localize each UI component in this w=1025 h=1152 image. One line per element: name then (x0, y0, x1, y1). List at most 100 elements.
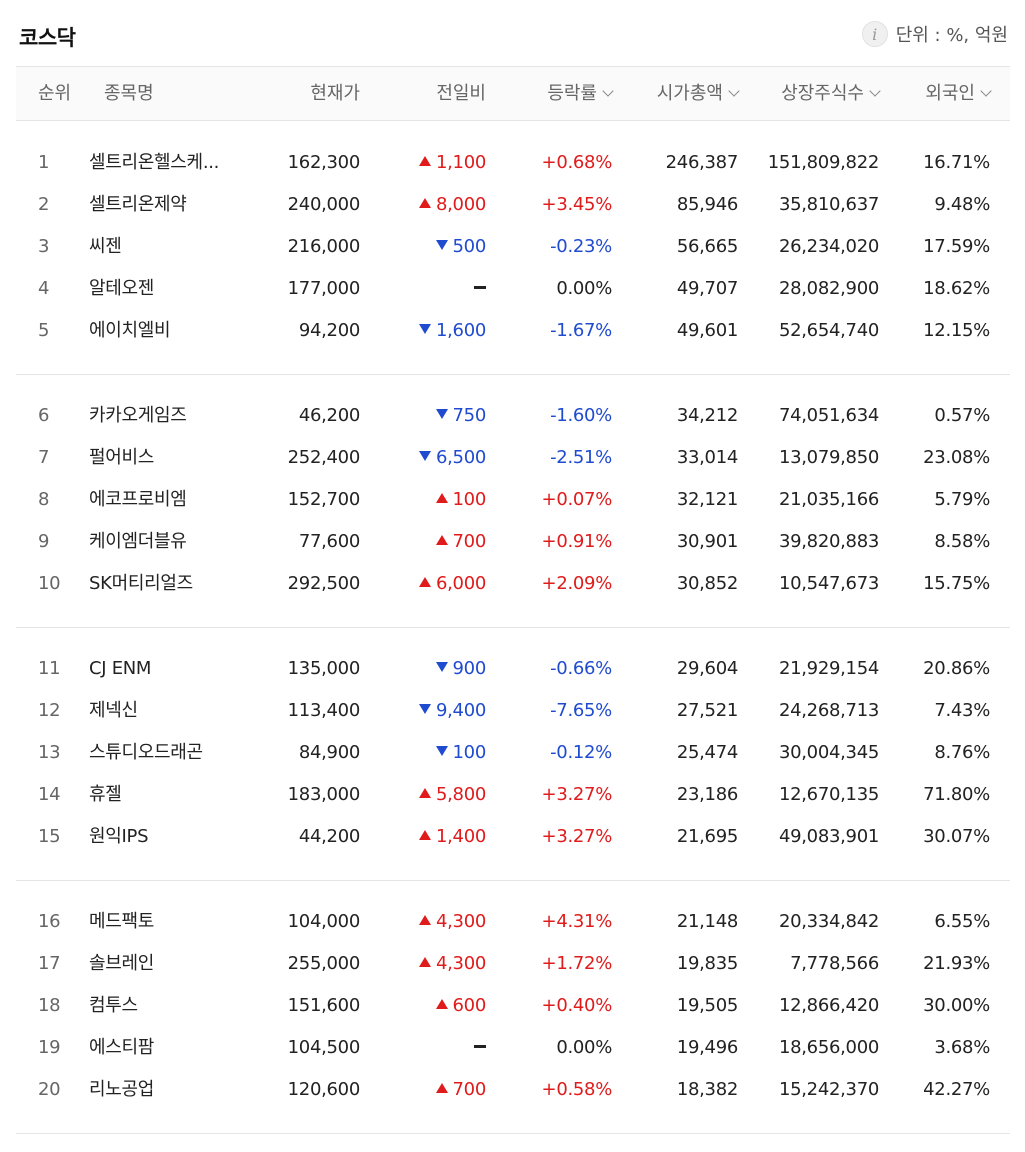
table-row[interactable]: 4 알테오젠 177,000 0.00% 49,707 28,082,900 18.62% (16, 268, 1010, 310)
stock-name-link[interactable]: 카카오게임즈 (89, 405, 187, 426)
table-row[interactable]: 14 휴젤 183,000 5,800 +3.27% 23,186 12,670,135 71… (16, 774, 1010, 816)
listed-shares-cell: 20,334,842 (778, 911, 879, 932)
foreign-ratio-cell: 9.48% (934, 194, 990, 215)
change-rate-cell: +0.40% (541, 995, 613, 1016)
foreign-ratio-cell: 12.15% (923, 320, 990, 341)
stock-name-link[interactable]: 제넥신 (89, 700, 138, 721)
foreign-ratio-cell: 0.57% (934, 405, 990, 426)
price-cell: 84,900 (298, 742, 360, 763)
chevron-down-icon (869, 85, 881, 97)
stock-name-link[interactable]: 에스티팜 (89, 1037, 155, 1058)
stock-name-link[interactable]: 셀트리온제약 (89, 194, 187, 215)
stock-name-link[interactable]: 메드팩토 (89, 911, 155, 932)
table-row[interactable]: 6 카카오게임즈 46,200 750 -1.60% 34,212 74,051,634 0.… (16, 395, 1010, 437)
foreign-ratio-cell: 30.07% (923, 826, 990, 847)
market-cap-cell: 30,901 (676, 531, 738, 552)
market-cap-cell: 18,382 (676, 1079, 738, 1100)
price-cell: 152,700 (287, 489, 361, 510)
change-rate-cell: 0.00% (556, 1037, 612, 1058)
change-rate-cell: +3.27% (541, 826, 613, 847)
rank-cell: 9 (38, 531, 50, 552)
stock-name-link[interactable]: 에이치엘비 (89, 320, 171, 341)
change-rate-cell: +3.45% (541, 194, 613, 215)
listed-shares-cell: 28,082,900 (778, 278, 879, 299)
market-cap-cell: 25,474 (676, 742, 738, 763)
col-header-name: 종목명 (104, 83, 154, 104)
foreign-ratio-cell: 6.55% (934, 911, 990, 932)
price-cell: 255,000 (287, 953, 361, 974)
listed-shares-cell: 7,778,566 (790, 953, 879, 974)
change-cell: 9,400 (418, 690, 486, 732)
table-row[interactable]: 9 케이엠더블유 77,600 700 +0.91% 30,901 39,820,883 8.… (16, 521, 1010, 563)
change-rate-cell: -7.65% (550, 700, 612, 721)
market-cap-cell: 19,505 (676, 995, 738, 1016)
chevron-down-icon (728, 85, 740, 97)
stock-name-link[interactable]: 컴투스 (89, 995, 138, 1016)
stock-name-link[interactable]: 리노공업 (89, 1079, 155, 1100)
info-icon[interactable]: i (861, 21, 888, 47)
group-divider (16, 627, 1010, 628)
listed-shares-cell: 13,079,850 (778, 447, 879, 468)
change-rate-cell: -0.12% (550, 742, 612, 763)
stock-name-link[interactable]: CJ ENM (89, 658, 152, 679)
stock-name-link[interactable]: 케이엠더블유 (89, 531, 187, 552)
table-row[interactable]: 20 리노공업 120,600 700 +0.58% 18,382 15,242,370 42… (16, 1069, 1010, 1111)
table-row[interactable]: 3 씨젠 216,000 500 -0.23% 56,665 26,234,020 17.59… (16, 226, 1010, 268)
market-cap-cell: 85,946 (676, 194, 738, 215)
stock-name-link[interactable]: 원익IPS (89, 826, 149, 847)
foreign-ratio-cell: 71.80% (923, 784, 990, 805)
stock-name-link[interactable]: 휴젤 (89, 784, 122, 805)
up-arrow-icon (435, 493, 448, 503)
table-row[interactable]: 17 솔브레인 255,000 4,300 +1.72% 19,835 7,778,566 2… (16, 943, 1010, 985)
rank-cell: 3 (38, 236, 50, 257)
table-row[interactable]: 5 에이치엘비 94,200 1,600 -1.67% 49,601 52,654,740 1… (16, 310, 1010, 352)
table-row[interactable]: 18 컴투스 151,600 600 +0.40% 19,505 12,866,420 30.… (16, 985, 1010, 1027)
listed-shares-cell: 151,809,822 (767, 152, 880, 173)
change-cell: 6,000 (418, 563, 486, 605)
rank-cell: 15 (38, 826, 61, 847)
col-header-cap-sort[interactable]: 시가총액 (657, 67, 740, 120)
change-cell: 100 (435, 479, 486, 521)
col-header-shares-sort[interactable]: 상장주식수 (781, 67, 881, 120)
rank-cell: 5 (38, 320, 50, 341)
change-rate-cell: +0.68% (541, 152, 613, 173)
table-row[interactable]: 12 제넥신 113,400 9,400 -7.65% 27,521 24,268,713 7… (16, 690, 1010, 732)
stock-name-link[interactable]: 셀트리온헬스케... (89, 152, 220, 173)
col-header-rate-sort[interactable]: 등락률 (547, 67, 614, 120)
table-row[interactable]: 16 메드팩토 104,000 4,300 +4.31% 21,148 20,334,842… (16, 901, 1010, 943)
foreign-ratio-cell: 16.71% (923, 152, 990, 173)
table-row[interactable]: 1 셀트리온헬스케... 162,300 1,100 +0.68% 246,387 151,… (16, 142, 1010, 184)
listed-shares-cell: 26,234,020 (778, 236, 879, 257)
stock-name-link[interactable]: 알테오젠 (89, 278, 155, 299)
panel-title: 코스닥 (19, 26, 76, 50)
stock-name-link[interactable]: 스튜디오드래곤 (89, 742, 203, 763)
stock-name-link[interactable]: 솔브레인 (89, 953, 155, 974)
stock-name-link[interactable]: SK머티리얼즈 (89, 573, 193, 594)
table-row[interactable]: 11 CJ ENM 135,000 900 -0.66% 29,604 21,929,154… (16, 648, 1010, 690)
price-cell: 104,500 (287, 1037, 361, 1058)
table-row[interactable]: 15 원익IPS 44,200 1,400 +3.27% 21,695 49,083,901… (16, 816, 1010, 858)
change-rate-cell: +0.07% (541, 489, 613, 510)
stock-name-link[interactable]: 에코프로비엠 (89, 489, 187, 510)
down-arrow-icon (418, 704, 431, 714)
listed-shares-cell: 21,035,166 (778, 489, 879, 510)
stock-name-link[interactable]: 씨젠 (89, 236, 122, 257)
table-row[interactable]: 7 펄어비스 252,400 6,500 -2.51% 33,014 13,079,850 2… (16, 437, 1010, 479)
table-row[interactable]: 13 스튜디오드래곤 84,900 100 -0.12% 25,474 30,004,345… (16, 732, 1010, 774)
table-row[interactable]: 8 에코프로비엠 152,700 100 +0.07% 32,121 21,035,166 5… (16, 479, 1010, 521)
rank-cell: 14 (38, 784, 61, 805)
table-row[interactable]: 19 에스티팜 104,500 0.00% 19,496 18,656,000 3.68% (16, 1027, 1010, 1069)
table-row[interactable]: 2 셀트리온제약 240,000 8,000 +3.45% 85,946 35,810,63… (16, 184, 1010, 226)
stock-name-link[interactable]: 펄어비스 (89, 447, 155, 468)
col-header-foreign-sort[interactable]: 외국인 (925, 67, 992, 120)
price-cell: 94,200 (298, 320, 360, 341)
price-cell: 183,000 (287, 784, 361, 805)
change-cell: 4,300 (418, 901, 486, 943)
change-cell: 4,300 (418, 943, 486, 985)
table-row[interactable]: 10 SK머티리얼즈 292,500 6,000 +2.09% 30,852 10,547,… (16, 563, 1010, 605)
up-arrow-icon (418, 957, 431, 967)
change-cell: 1,100 (418, 142, 486, 184)
foreign-ratio-cell: 42.27% (923, 1079, 990, 1100)
foreign-ratio-cell: 3.68% (934, 1037, 990, 1058)
change-cell: 700 (435, 1069, 486, 1111)
